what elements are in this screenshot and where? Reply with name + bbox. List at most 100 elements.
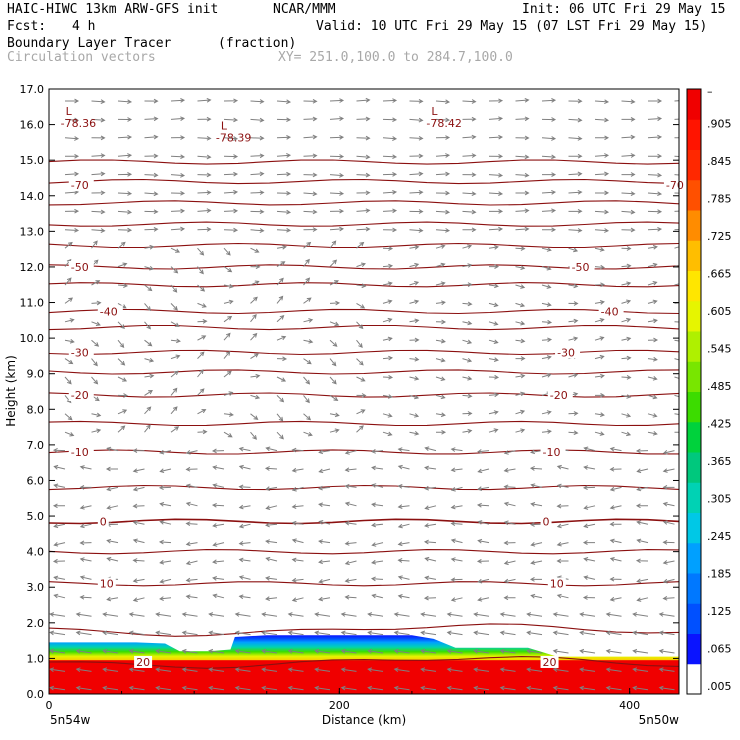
vector-arrow xyxy=(155,630,172,636)
vector-arrow xyxy=(197,116,212,122)
y-tick-label: 15.0 xyxy=(20,154,45,167)
vector-arrow xyxy=(91,153,106,158)
vector-arrow xyxy=(462,411,473,416)
vector-arrow xyxy=(234,648,251,654)
vector-arrow xyxy=(106,446,119,452)
vector-arrow xyxy=(420,648,437,654)
vector-arrow xyxy=(234,667,251,672)
vector-arrow xyxy=(382,98,398,103)
vector-arrow xyxy=(185,577,198,583)
y-tick-label: 2.0 xyxy=(27,617,45,630)
vector-arrow xyxy=(647,337,659,343)
vector-arrow xyxy=(515,356,526,361)
vector-arrow xyxy=(648,98,663,104)
vector-arrow xyxy=(609,538,622,544)
colorbar-swatch xyxy=(687,391,701,423)
vector-arrow xyxy=(609,596,622,602)
vector-arrow xyxy=(397,523,410,529)
vector-arrow xyxy=(473,630,490,636)
vector-arrow xyxy=(303,209,318,215)
vector-arrow xyxy=(488,191,504,196)
field-units: (fraction) xyxy=(218,36,297,51)
vector-arrow xyxy=(605,667,622,672)
vector-arrow xyxy=(144,284,153,292)
vector-arrow xyxy=(488,302,499,308)
isotherm-line xyxy=(49,656,679,669)
vector-arrow xyxy=(170,247,181,253)
vector-arrow xyxy=(132,503,145,509)
colorbar-swatch xyxy=(687,573,701,604)
vector-arrow xyxy=(170,208,186,214)
vector-arrow xyxy=(117,376,128,382)
colorbar-swatch xyxy=(687,603,701,634)
vector-arrow xyxy=(79,557,92,562)
vector-arrow xyxy=(75,648,92,654)
vector-arrow xyxy=(49,685,66,691)
vector-arrow xyxy=(541,284,552,289)
isotherm-label: -30 xyxy=(71,346,89,359)
vector-arrow xyxy=(144,357,155,363)
vector-arrow xyxy=(344,467,357,473)
vector-arrow xyxy=(318,596,331,602)
vector-arrow xyxy=(662,520,675,525)
vector-arrow xyxy=(409,281,420,286)
vector-arrow xyxy=(344,560,357,566)
vector-arrow xyxy=(276,190,292,196)
vector-arrow xyxy=(621,99,636,104)
colorbar-frame xyxy=(686,88,702,695)
vector-arrow xyxy=(435,244,446,249)
vector-arrow xyxy=(117,153,133,158)
vector-arrow xyxy=(582,485,596,491)
vector-arrow xyxy=(356,241,365,249)
vector-arrow xyxy=(621,134,636,140)
vector-arrow xyxy=(382,281,393,287)
vector-arrow xyxy=(91,228,106,233)
vector-arrow xyxy=(91,376,99,385)
vector-arrow xyxy=(318,449,331,455)
y-tick-label: 14.0 xyxy=(20,190,45,203)
vector-arrow xyxy=(79,485,92,490)
vector-arrow xyxy=(170,98,186,103)
vector-arrow xyxy=(529,466,543,471)
vector-arrow xyxy=(530,593,543,599)
vector-arrow xyxy=(287,630,304,636)
vector-arrow xyxy=(159,520,172,525)
vector-arrow xyxy=(303,395,310,404)
vector-arrow xyxy=(515,302,526,308)
vector-arrow xyxy=(568,247,579,253)
vector-arrow xyxy=(621,317,632,323)
y-tick-label: 4.0 xyxy=(27,546,45,559)
vector-arrow xyxy=(329,116,345,122)
vector-arrow xyxy=(197,247,205,256)
vector-arrow xyxy=(621,394,632,399)
isotherm-line xyxy=(49,484,679,491)
vector-arrow xyxy=(91,240,98,249)
x-axis: 0 200 400 xyxy=(46,688,640,712)
vector-arrow xyxy=(371,483,384,488)
vector-arrow xyxy=(446,667,463,672)
vector-arrow xyxy=(318,578,331,584)
vector-arrow xyxy=(117,134,133,140)
vector-arrow xyxy=(371,522,384,528)
vector-arrow xyxy=(318,468,331,474)
vector-arrow xyxy=(117,117,133,122)
vector-arrow xyxy=(356,283,367,289)
vector-arrow xyxy=(409,135,424,141)
colorbar-swatch xyxy=(687,240,701,271)
isotherm-label: 20 xyxy=(543,656,557,669)
vector-arrow xyxy=(250,209,265,215)
vector-arrow xyxy=(503,467,516,473)
vector-arrow xyxy=(132,597,145,602)
vector-arrow xyxy=(371,502,384,508)
low-value: -78.42 xyxy=(426,117,461,130)
vector-arrow xyxy=(477,538,490,544)
vector-arrow xyxy=(446,648,463,654)
vector-arrow xyxy=(424,556,437,562)
colorbar-label: .005 xyxy=(707,680,732,693)
vector-arrow xyxy=(128,685,145,691)
vector-arrow xyxy=(212,483,225,488)
vector-arrow xyxy=(329,98,345,103)
isotherm-line xyxy=(49,159,679,165)
vector-arrow xyxy=(197,190,212,195)
colorbar-label: .905 xyxy=(707,118,732,131)
